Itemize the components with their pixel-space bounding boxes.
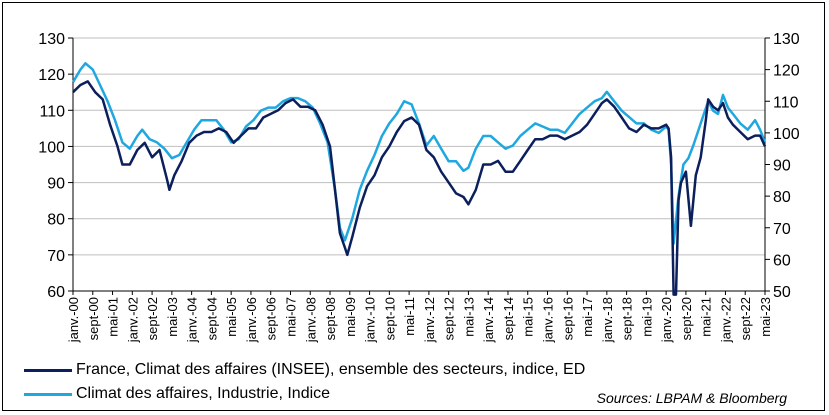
x-tick-label-7: sept-04 — [204, 297, 219, 340]
series-line-1 — [71, 62, 767, 245]
x-tick-label-0: janv.-00 — [66, 297, 81, 343]
x-tick-label-31: sept-20 — [679, 297, 694, 340]
y-right-tick-label-60: 60 — [773, 252, 791, 269]
legend-swatch-france — [24, 368, 72, 372]
x-tick-label-29: mai-19 — [639, 297, 654, 337]
y-left-tick-label-80: 80 — [47, 212, 65, 229]
x-tick-label-13: sept-08 — [323, 297, 338, 340]
y-left-tick-label-100: 100 — [38, 139, 65, 156]
x-tick-label-18: janv.-12 — [422, 297, 437, 343]
y-right-tick-label-130: 130 — [773, 31, 800, 48]
x-tick-label-6: janv.-04 — [185, 297, 200, 343]
y-right-tick-label-100: 100 — [773, 126, 800, 143]
x-tick-label-34: sept-22 — [738, 297, 753, 340]
legend-entry-industrie: Climat des affaires, Industrie, Indice — [24, 385, 330, 403]
x-tick-label-35: mai-23 — [758, 297, 773, 337]
x-tick-label-25: sept-16 — [560, 297, 575, 340]
x-tick-label-9: janv.-06 — [244, 297, 259, 343]
y-left-tick-label-90: 90 — [47, 176, 65, 193]
x-tick-label-19: sept-12 — [442, 297, 457, 340]
x-tick-label-1: sept-00 — [86, 297, 101, 340]
x-tick-label-10: sept-06 — [264, 297, 279, 340]
x-tick-label-27: janv.-18 — [600, 297, 615, 343]
y-right-tick-label-70: 70 — [773, 221, 791, 238]
chart-frame — [2, 2, 825, 411]
x-tick-label-26: mai-17 — [580, 297, 595, 337]
x-tick-label-11: mai-07 — [283, 297, 298, 337]
x-tick-label-17: mai-11 — [402, 297, 417, 336]
y-right-tick-label-120: 120 — [773, 63, 800, 80]
x-tick-label-8: mai-05 — [224, 297, 239, 337]
x-tick-label-5: mai-03 — [165, 297, 180, 337]
x-tick-label-30: janv.-20 — [659, 297, 674, 343]
y-left-tick-label-120: 120 — [38, 67, 65, 84]
legend-entry-france-ensemble: France, Climat des affaires (INSEE), ens… — [24, 361, 585, 379]
legend-label-industrie: Climat des affaires, Industrie, Indice — [76, 385, 331, 402]
y-left-tick-label-110: 110 — [39, 103, 65, 120]
x-tick-label-3: janv.-02 — [125, 297, 140, 343]
x-tick-label-33: janv.-22 — [718, 297, 733, 343]
x-tick-label-16: sept-10 — [382, 297, 397, 340]
x-tick-label-21: janv.-14 — [481, 297, 496, 343]
x-tick-label-4: sept-02 — [145, 297, 160, 340]
x-tick-label-24: janv.-16 — [541, 297, 556, 343]
source-note: Sources: LBPAM & Bloomberg — [596, 390, 787, 406]
y-right-tick-label-50: 50 — [773, 284, 791, 301]
x-tick-label-32: mai-21 — [699, 297, 714, 337]
x-tick-label-23: mai-15 — [521, 297, 536, 337]
x-tick-label-20: mai-13 — [461, 297, 476, 337]
y-left-tick-label-60: 60 — [47, 284, 65, 301]
x-tick-label-15: janv.-10 — [363, 297, 378, 343]
x-tick-label-12: janv.-08 — [303, 297, 318, 343]
y-right-tick-label-90: 90 — [773, 158, 791, 175]
y-left-tick-label-130: 130 — [38, 31, 65, 48]
legend-swatch-industrie — [24, 392, 72, 396]
legend-label-france: France, Climat des affaires (INSEE), ens… — [76, 361, 586, 378]
series-line-0 — [72, 80, 767, 296]
y-left-tick-label-70: 70 — [47, 248, 65, 265]
x-tick-label-28: sept-18 — [620, 297, 635, 340]
x-tick-label-22: sept-14 — [501, 297, 516, 340]
y-right-tick-label-110: 110 — [773, 94, 799, 111]
x-tick-label-14: mai-09 — [343, 297, 358, 337]
y-right-tick-label-80: 80 — [773, 189, 791, 206]
x-tick-label-2: mai-01 — [106, 297, 121, 337]
